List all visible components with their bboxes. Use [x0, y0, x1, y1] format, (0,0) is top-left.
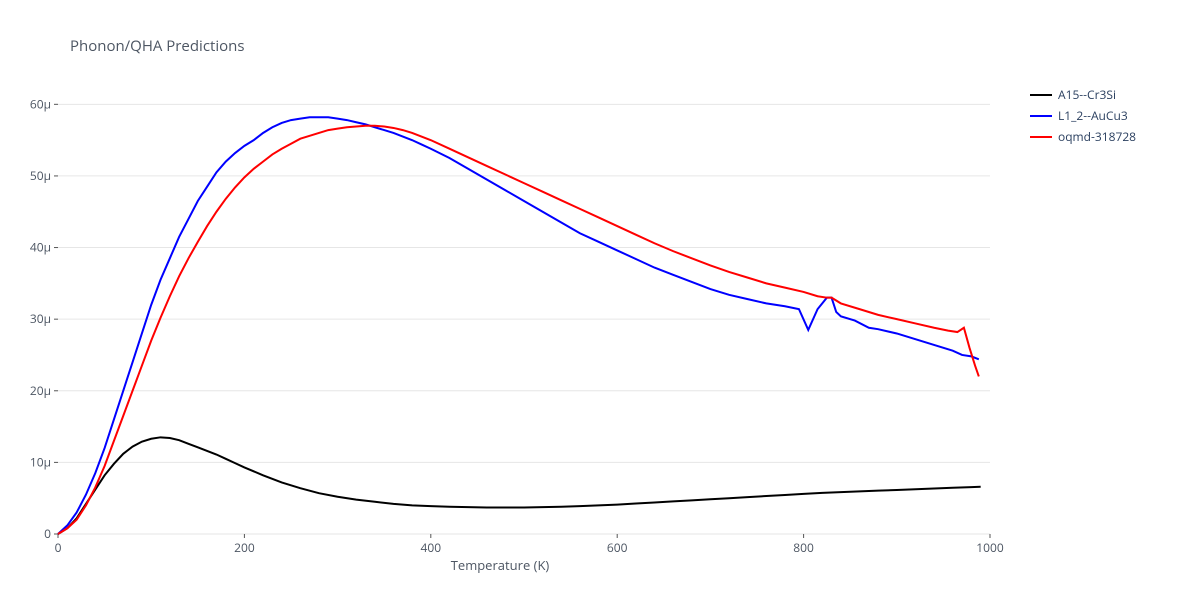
svg-text:30μ: 30μ [30, 310, 51, 327]
legend-swatch [1030, 115, 1052, 117]
svg-text:800: 800 [793, 539, 814, 556]
legend-label: L1_2--AuCu3 [1058, 107, 1128, 124]
legend-item[interactable]: oqmd-318728 [1030, 128, 1136, 145]
svg-text:1000: 1000 [976, 539, 1004, 556]
svg-text:20μ: 20μ [30, 382, 51, 399]
legend-label: A15--Cr3Si [1058, 86, 1116, 103]
legend-item[interactable]: A15--Cr3Si [1030, 86, 1136, 103]
legend: A15--Cr3Si L1_2--AuCu3 oqmd-318728 [1030, 86, 1136, 149]
svg-text:0: 0 [44, 525, 51, 542]
svg-text:50μ: 50μ [30, 167, 51, 184]
legend-label: oqmd-318728 [1058, 128, 1136, 145]
svg-text:0: 0 [55, 539, 62, 556]
legend-swatch [1030, 136, 1052, 138]
svg-text:60μ: 60μ [30, 95, 51, 112]
svg-text:40μ: 40μ [30, 239, 51, 256]
plot-area[interactable]: 0 10μ 20μ 30μ 40μ 50μ 60μ 0 200 400 600 800 1000 [0, 0, 1200, 600]
legend-swatch [1030, 94, 1052, 96]
svg-text:200: 200 [234, 539, 255, 556]
chart-container: Phonon/QHA Predictions Thermal expansion… [0, 0, 1200, 600]
svg-text:10μ: 10μ [30, 453, 51, 470]
svg-text:600: 600 [607, 539, 628, 556]
legend-item[interactable]: L1_2--AuCu3 [1030, 107, 1136, 124]
svg-text:400: 400 [421, 539, 442, 556]
